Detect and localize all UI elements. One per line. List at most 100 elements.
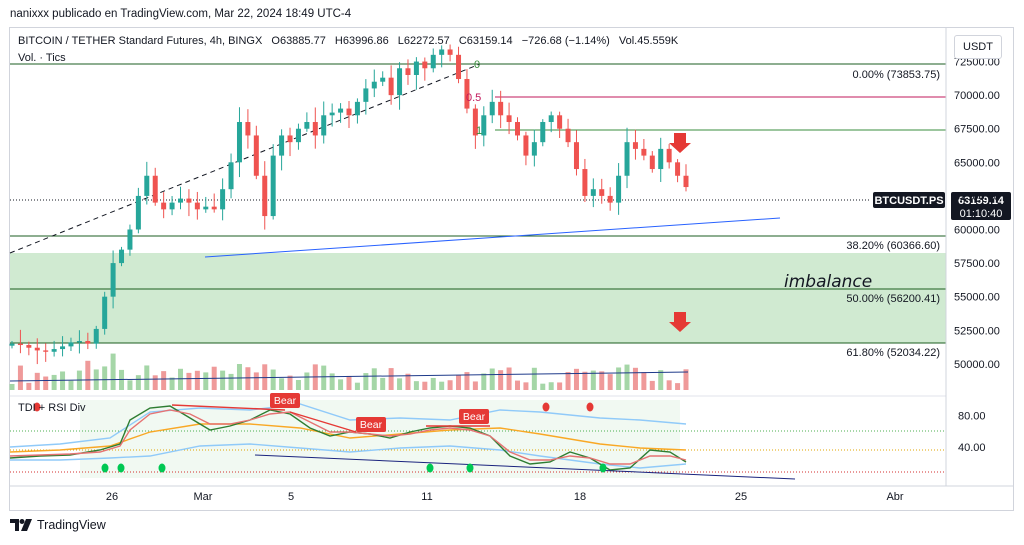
candles <box>9 44 689 365</box>
candle-body <box>295 128 301 143</box>
volume-bar <box>565 372 571 390</box>
volume-bar <box>178 368 183 390</box>
volume-bar <box>439 381 445 390</box>
bear-badge <box>270 393 300 408</box>
footer-brand[interactable]: TradingView <box>10 518 106 532</box>
symbol-tag-text: BTCUSDT.PS <box>874 195 943 207</box>
last-price-text: 63159.14 <box>958 195 1005 207</box>
volume-ma-line <box>9 371 689 382</box>
price-tick-label: 52500.00 <box>954 325 1000 337</box>
rsi-tick-label: 40.00 <box>958 442 986 454</box>
candle-body <box>85 341 91 344</box>
fib-label-0: 0.00% (73853.75) <box>853 69 940 81</box>
fib-small-0: 0 <box>474 59 480 71</box>
candle-body <box>178 198 183 203</box>
candle-body <box>144 175 150 196</box>
candle-body <box>430 54 436 69</box>
price-tick-label: 50000.00 <box>954 359 1000 371</box>
price-axis: 72500.00 70000.00 67500.00 65000.00 62500.00… <box>954 57 1000 371</box>
currency-button[interactable]: USDT <box>954 35 1002 59</box>
volume-bar <box>228 373 234 390</box>
ohlc-close: C63159.14 <box>458 35 513 47</box>
candle-body <box>363 88 369 102</box>
rsi-bg <box>80 400 680 478</box>
volume-bar <box>371 368 377 390</box>
volume-bar <box>295 379 301 390</box>
candle-body <box>675 162 681 176</box>
candle-body <box>203 206 209 210</box>
candle-body <box>262 175 268 217</box>
volume-label[interactable]: Vol. · Tics <box>18 52 66 64</box>
time-tick-label: Abr <box>886 491 903 503</box>
down-arrow-icon <box>669 133 691 153</box>
ohlc-high: H63996.86 <box>334 35 389 47</box>
volume-bar <box>135 375 141 390</box>
volume-bar <box>506 367 512 390</box>
candle-body <box>354 101 360 116</box>
volume-bar <box>590 370 596 390</box>
bear-div-line <box>289 411 357 433</box>
candle-body <box>371 81 377 89</box>
last-price-tag <box>951 192 1011 220</box>
ohlc-change: −726.68 (−1.14%) <box>521 35 610 47</box>
candle-body <box>616 175 622 203</box>
price-tick-label: 55000.00 <box>954 292 1000 304</box>
buy-dot-icon <box>599 463 607 473</box>
bear-badge-text: Bear <box>463 411 486 423</box>
volume-bar <box>363 373 369 390</box>
candle-body <box>582 169 588 196</box>
candle-body <box>304 122 310 129</box>
time-tick-label: 25 <box>735 491 747 503</box>
volume-bar <box>236 364 242 390</box>
volume-value: Vol.45.559K <box>618 35 679 47</box>
volume-bar <box>161 371 167 390</box>
candle-body <box>26 345 32 348</box>
candle-body <box>380 77 386 82</box>
volume-bar <box>624 364 630 390</box>
volume-bar <box>430 377 436 390</box>
volume-bar <box>632 367 638 390</box>
volume-bar <box>388 368 394 390</box>
candle-body <box>447 49 453 55</box>
countdown-text: 01:10:40 <box>960 208 1003 220</box>
candle-body <box>228 162 234 190</box>
sell-dot-icon <box>586 402 594 412</box>
price-tick-label: 70000.00 <box>954 90 1000 102</box>
candle-body <box>169 202 175 210</box>
volume-bar <box>110 353 116 390</box>
candle-body <box>321 115 327 136</box>
candle-body <box>548 115 554 123</box>
volume-bar <box>270 369 276 390</box>
volume-bar <box>405 373 411 390</box>
price-tick-label: 72500.00 <box>954 57 1000 69</box>
time-tick-label: 18 <box>574 491 586 503</box>
volume-bar <box>666 380 672 390</box>
rsi-signal-line <box>9 409 687 465</box>
candle-body <box>34 347 40 351</box>
candle-body <box>93 328 99 344</box>
support-trendline <box>204 217 781 258</box>
ohlc-low: L62272.57 <box>397 35 450 47</box>
candle-body <box>397 68 403 96</box>
candle-body <box>481 115 487 136</box>
candle-body <box>51 349 57 352</box>
candle-body <box>135 195 141 230</box>
candle-body <box>110 263 116 297</box>
rsi-indicator-label[interactable]: TDI + RSI Div <box>18 402 86 414</box>
time-tick-label: 11 <box>421 491 432 503</box>
volume-bar <box>321 365 327 390</box>
candle-body <box>346 108 352 116</box>
fib-small-0.5: 0.5 <box>466 92 481 104</box>
candle-body <box>632 142 638 149</box>
price-tick-label: 65000.00 <box>954 157 1000 169</box>
candle-body <box>590 189 596 196</box>
sell-dot-icon <box>542 402 550 412</box>
volume-bar <box>582 371 588 390</box>
candle-body <box>540 122 546 143</box>
volume-bar <box>531 367 537 390</box>
price-tick-label: 62500.00 <box>954 191 1000 203</box>
volume-bar <box>557 382 563 390</box>
volume-bar <box>43 376 49 390</box>
candle-body <box>211 206 217 210</box>
